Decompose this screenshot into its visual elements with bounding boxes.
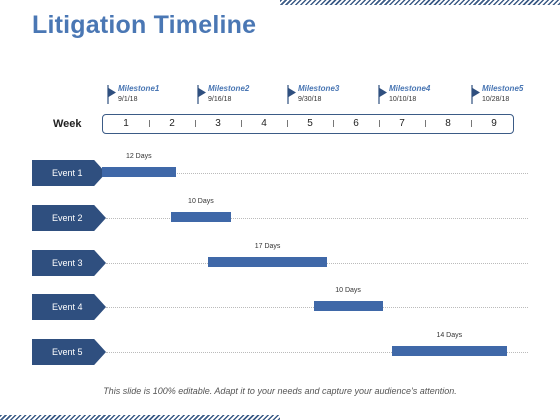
- milestone-date: 10/10/18: [389, 96, 417, 103]
- week-label: Week: [53, 118, 82, 130]
- week-cell: 5: [307, 118, 313, 129]
- flag-icon: [287, 85, 296, 104]
- week-tick: [195, 120, 196, 127]
- event-label: Event 5: [32, 339, 106, 365]
- milestone-date: 9/1/18: [118, 96, 138, 103]
- week-tick: [379, 120, 380, 127]
- milestone-4: Milestone4 10/10/18: [378, 84, 448, 124]
- event-duration-bar: [207, 257, 328, 267]
- row-guide-line: [106, 352, 528, 353]
- event-label: Event 3: [32, 250, 106, 276]
- week-cell: 9: [491, 118, 497, 129]
- row-guide-line: [106, 173, 528, 174]
- duration-label: 10 Days: [188, 198, 214, 205]
- event-duration-bar: [391, 346, 507, 356]
- week-cell: 2: [169, 118, 175, 129]
- page-title: Litigation Timeline: [32, 11, 257, 39]
- week-tick: [241, 120, 242, 127]
- week-cell: 7: [399, 118, 405, 129]
- milestone-name: Milestone3: [298, 84, 340, 93]
- event-label: Event 4: [32, 294, 106, 320]
- milestone-date: 9/30/18: [298, 96, 322, 103]
- duration-label: 17 Days: [254, 243, 281, 250]
- top-hatch-decoration: [280, 0, 560, 5]
- week-cell: 6: [353, 118, 359, 129]
- milestone-date: 9/16/18: [208, 96, 232, 103]
- week-tick: [287, 120, 288, 127]
- week-cell: 8: [445, 118, 451, 129]
- event-duration-bar: [102, 167, 176, 177]
- duration-label: 10 Days: [335, 287, 361, 294]
- event-duration-bar: [313, 301, 383, 311]
- week-cell: 4: [261, 118, 267, 129]
- duration-label: 14 Days: [436, 332, 463, 339]
- bottom-hatch-decoration: [0, 415, 280, 420]
- milestone-date: 10/28/18: [482, 96, 510, 103]
- flag-icon: [471, 85, 480, 104]
- week-cell: 1: [123, 118, 129, 129]
- footnote: This slide is 100% editable. Adapt it to…: [103, 386, 457, 396]
- milestone-name: Milestone4: [389, 84, 431, 93]
- flag-icon: [197, 85, 206, 104]
- milestone-name: Milestone5: [482, 84, 524, 93]
- milestone-2: Milestone2 9/16/18: [197, 84, 267, 124]
- milestone-name: Milestone1: [118, 84, 160, 93]
- flag-icon: [378, 85, 387, 104]
- event-duration-bar: [171, 212, 231, 222]
- milestone-3: Milestone3 9/30/18: [287, 84, 357, 124]
- duration-label: 12 Days: [125, 153, 152, 160]
- flag-icon: [107, 85, 116, 104]
- milestone-5: Milestone5 10/28/18: [471, 84, 541, 124]
- week-tick: [149, 120, 150, 127]
- event-label: Event 1: [32, 160, 106, 186]
- week-axis: 1 2 3 4 5 6 7 8 9: [102, 114, 514, 134]
- week-cell: 3: [215, 118, 221, 129]
- event-label: Event 2: [32, 205, 106, 231]
- milestone-1: Milestone1 9/1/18: [107, 84, 177, 124]
- week-tick: [471, 120, 472, 127]
- row-guide-line: [106, 218, 528, 219]
- milestone-name: Milestone2: [208, 84, 250, 93]
- week-tick: [333, 120, 334, 127]
- week-tick: [425, 120, 426, 127]
